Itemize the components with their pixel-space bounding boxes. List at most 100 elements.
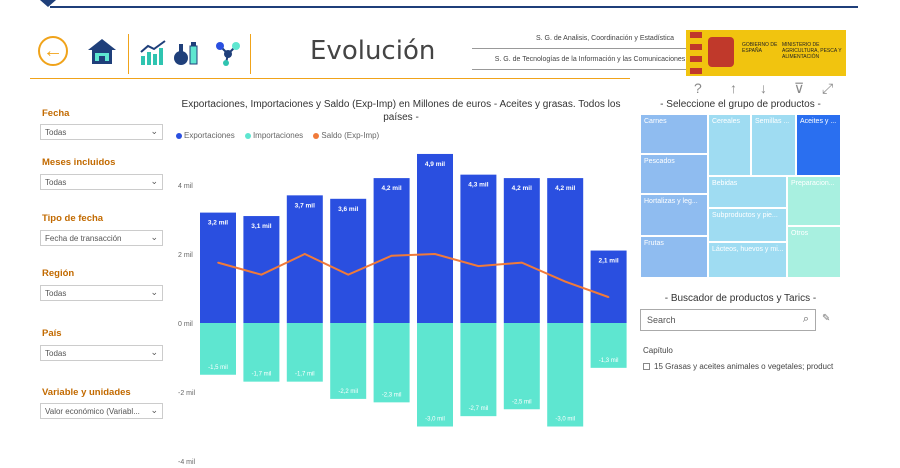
- data-label-importaciones: -3,0 mil: [555, 417, 575, 423]
- chevron-down-icon: ⌄: [150, 287, 158, 297]
- filter-select-fecha[interactable]: Todas ⌄: [40, 124, 163, 140]
- chevron-down-icon: ⌄: [150, 232, 158, 242]
- molecule-icon[interactable]: [212, 38, 242, 66]
- data-label-importaciones: -3,0 mil: [425, 417, 445, 423]
- treemap-tile-carnes[interactable]: Carnes: [640, 114, 708, 154]
- legend-label: Saldo (Exp-Imp): [321, 131, 380, 140]
- data-label-exportaciones: 4,2 mil: [555, 185, 575, 192]
- org-divider: [472, 69, 712, 70]
- help-icon[interactable]: ?: [694, 80, 702, 96]
- legend-dot: [244, 132, 251, 139]
- treemap-tile-subproductos[interactable]: Subproductos y pie...: [708, 208, 787, 242]
- legend-dot: [176, 132, 182, 139]
- select-value: Valor económico (Variabl...: [45, 407, 140, 416]
- bar-importaciones: [590, 323, 627, 368]
- bar-importaciones: [330, 323, 367, 399]
- treemap-tile-hortalizas[interactable]: Hortalizas y leg...: [640, 194, 708, 236]
- point-saldo: [304, 253, 306, 255]
- bar-exportaciones: [200, 212, 236, 323]
- legend-label: Exportaciones: [184, 131, 235, 140]
- point-saldo: [521, 261, 523, 264]
- filter-select-variable[interactable]: Valor económico (Variabl... ⌄: [40, 403, 163, 419]
- search-icon[interactable]: ⌕: [802, 313, 809, 325]
- data-label-exportaciones: 4,2 mil: [512, 185, 532, 192]
- lab-flasks-icon[interactable]: [172, 38, 202, 66]
- treemap-tile-cereales[interactable]: Cereales: [708, 114, 751, 176]
- select-value: Todas: [45, 128, 67, 137]
- treemap-tile-aceites[interactable]: Aceites y ...: [796, 114, 841, 176]
- capitulo-header: Capítulo: [643, 346, 673, 355]
- back-arrow-icon[interactable]: ←: [38, 36, 68, 66]
- product-group-treemap: Carnes Pescados Hortalizas y leg... Frut…: [640, 114, 841, 278]
- data-label-importaciones: -2,7 mil: [469, 406, 489, 412]
- bar-chart: 4 mil 2 mil 0 mil -2 mil -4 mil 3,2 mil 3,1 mi…: [178, 153, 627, 466]
- select-value: Todas: [45, 349, 67, 358]
- bar-importaciones: [503, 323, 540, 410]
- data-label-importaciones: -1,3 mil: [599, 358, 619, 364]
- data-label-exportaciones: 3,7 mil: [295, 202, 315, 209]
- bar-importaciones: [243, 323, 280, 382]
- trend-chart-icon[interactable]: [138, 38, 168, 66]
- legend-item-importaciones[interactable]: Importaciones: [244, 131, 307, 140]
- point-saldo: [390, 254, 393, 257]
- data-label-exportaciones: 4,2 mil: [381, 185, 401, 192]
- point-saldo: [477, 265, 480, 267]
- treemap-tile-lacteos[interactable]: Lácteos, huevos y mi...: [708, 242, 787, 278]
- point-saldo: [564, 280, 566, 283]
- data-label-exportaciones: 3,6 mil: [338, 206, 358, 213]
- filter-label-fecha: Fecha: [42, 108, 70, 119]
- filter-select-tipo-fecha[interactable]: Fecha de transacción ⌄: [40, 230, 163, 246]
- treemap-tile-preparaciones[interactable]: Preparacion...: [787, 176, 841, 226]
- ministry-logo: GOBIERNO DE ESPAÑA MINISTERIO DE AGRICUL…: [686, 30, 846, 76]
- legend-dot: [313, 132, 320, 139]
- treemap-tile-pescados[interactable]: Pescados: [640, 154, 708, 194]
- bar-exportaciones: [330, 198, 367, 323]
- data-label-exportaciones: 3,1 mil: [251, 223, 271, 230]
- home-icon[interactable]: [86, 36, 118, 68]
- treemap-tile-semillas[interactable]: Semillas ...: [751, 114, 796, 176]
- filter-select-region[interactable]: Todas ⌄: [40, 285, 163, 301]
- filter-select-pais[interactable]: Todas ⌄: [40, 345, 163, 361]
- y-tick-label: 0 mil: [178, 321, 193, 328]
- data-label-importaciones: -2,2 mil: [338, 389, 358, 395]
- chevron-down-icon: ⌄: [150, 405, 158, 415]
- filter-icon[interactable]: ⊽: [794, 80, 805, 96]
- legend-label: Importaciones: [252, 131, 304, 140]
- legend-item-saldo[interactable]: Saldo (Exp-Imp): [313, 131, 383, 140]
- data-label-exportaciones: 2,1 mil: [598, 258, 618, 265]
- bar-importaciones: [200, 323, 236, 375]
- y-tick-label: 2 mil: [178, 252, 193, 259]
- logo-text-ministerio: MINISTERIO DE AGRICULTURA, PESCA Y ALIME…: [782, 42, 842, 60]
- capitulo-list-item[interactable]: 15 Grasas y aceites animales o vegetales…: [643, 362, 843, 371]
- expand-icon[interactable]: ⤢: [822, 80, 834, 96]
- data-label-exportaciones: 3,2 mil: [208, 220, 228, 227]
- legend-item-exportaciones[interactable]: Exportaciones: [176, 131, 239, 140]
- org-divider: [472, 48, 712, 49]
- bar-exportaciones: [503, 178, 540, 323]
- filter-select-meses[interactable]: Todas ⌄: [40, 174, 163, 190]
- point-saldo: [217, 261, 219, 264]
- y-tick-label: -2 mil: [178, 390, 196, 397]
- y-tick-label: 4 mil: [178, 183, 193, 190]
- top-divider: [50, 6, 858, 8]
- data-label-importaciones: -2,3 mil: [382, 392, 402, 398]
- point-saldo: [260, 273, 263, 276]
- checkbox[interactable]: [643, 363, 650, 371]
- bar-importaciones: [286, 323, 323, 382]
- product-search-input[interactable]: Search ⌕: [640, 309, 816, 331]
- bar-importaciones: [460, 323, 497, 417]
- visual-toolbar: ? ↑ ↓ ⊽ ⤢: [690, 80, 840, 98]
- search-panel-title: - Buscador de productos y Tarics -: [664, 293, 817, 304]
- select-value: Todas: [45, 289, 67, 298]
- nav-notch-icon: [40, 0, 56, 7]
- treemap-tile-otros[interactable]: Otros: [787, 226, 841, 278]
- arrow-up-icon[interactable]: ↑: [730, 80, 737, 96]
- search-placeholder: Search: [647, 315, 676, 325]
- y-tick-label: -4 mil: [178, 459, 196, 466]
- treemap-tile-bebidas[interactable]: Bebidas: [708, 176, 787, 208]
- filter-label-region: Región: [42, 268, 75, 279]
- arrow-down-icon[interactable]: ↓: [760, 80, 767, 96]
- group-selector-title: - Seleccione el grupo de productos -: [660, 99, 821, 110]
- eraser-icon[interactable]: ✎: [822, 313, 831, 324]
- treemap-tile-frutas[interactable]: Frutas: [640, 236, 708, 278]
